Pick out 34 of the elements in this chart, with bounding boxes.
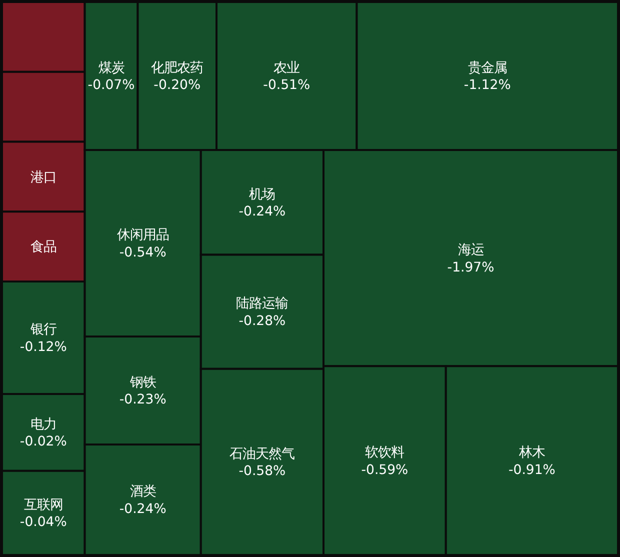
category-label: 钢铁 [128, 375, 156, 390]
category-label: 石油天然气 [230, 446, 295, 462]
data-label: -0.20% [154, 78, 201, 94]
data-label: -0.51% [263, 78, 310, 94]
category-label: 港口 [30, 170, 56, 186]
category-label: 互联网 [24, 498, 63, 513]
data-label: -0.59% [361, 462, 408, 478]
data-label: -0.91% [508, 462, 556, 478]
data-label: -0.24% [119, 502, 166, 517]
category-label: 酒类 [130, 484, 156, 500]
category-label: 陆路运输 [236, 296, 288, 312]
data-label: -0.04% [20, 515, 67, 530]
category-label: 贵金属 [468, 60, 507, 76]
data-label: -1.97% [447, 260, 494, 276]
data-label: -0.24% [238, 204, 286, 220]
data-label: -0.58% [238, 464, 286, 480]
data-label: -0.12% [20, 340, 67, 355]
category-label: 农业 [274, 60, 300, 76]
category-label: 机场 [249, 187, 276, 202]
category-label: 化肥农药 [151, 60, 204, 76]
data-label: -0.28% [238, 314, 286, 329]
data-label: -0.07% [88, 78, 135, 94]
category-label: 煤炭 [98, 60, 124, 76]
category-label: 银行 [29, 322, 56, 338]
data-label: -0.54% [119, 245, 166, 260]
category-label: 电力 [30, 417, 56, 432]
category-label: 休闲用品 [116, 228, 169, 244]
category-label: 食品 [30, 240, 56, 256]
data-label: -0.02% [20, 434, 67, 450]
category-label: 海运 [458, 243, 484, 258]
category-label: 软饮料 [365, 446, 404, 460]
category-label: 林木 [518, 446, 545, 460]
data-label: -0.23% [119, 392, 166, 408]
data-label: -1.12% [464, 78, 511, 94]
